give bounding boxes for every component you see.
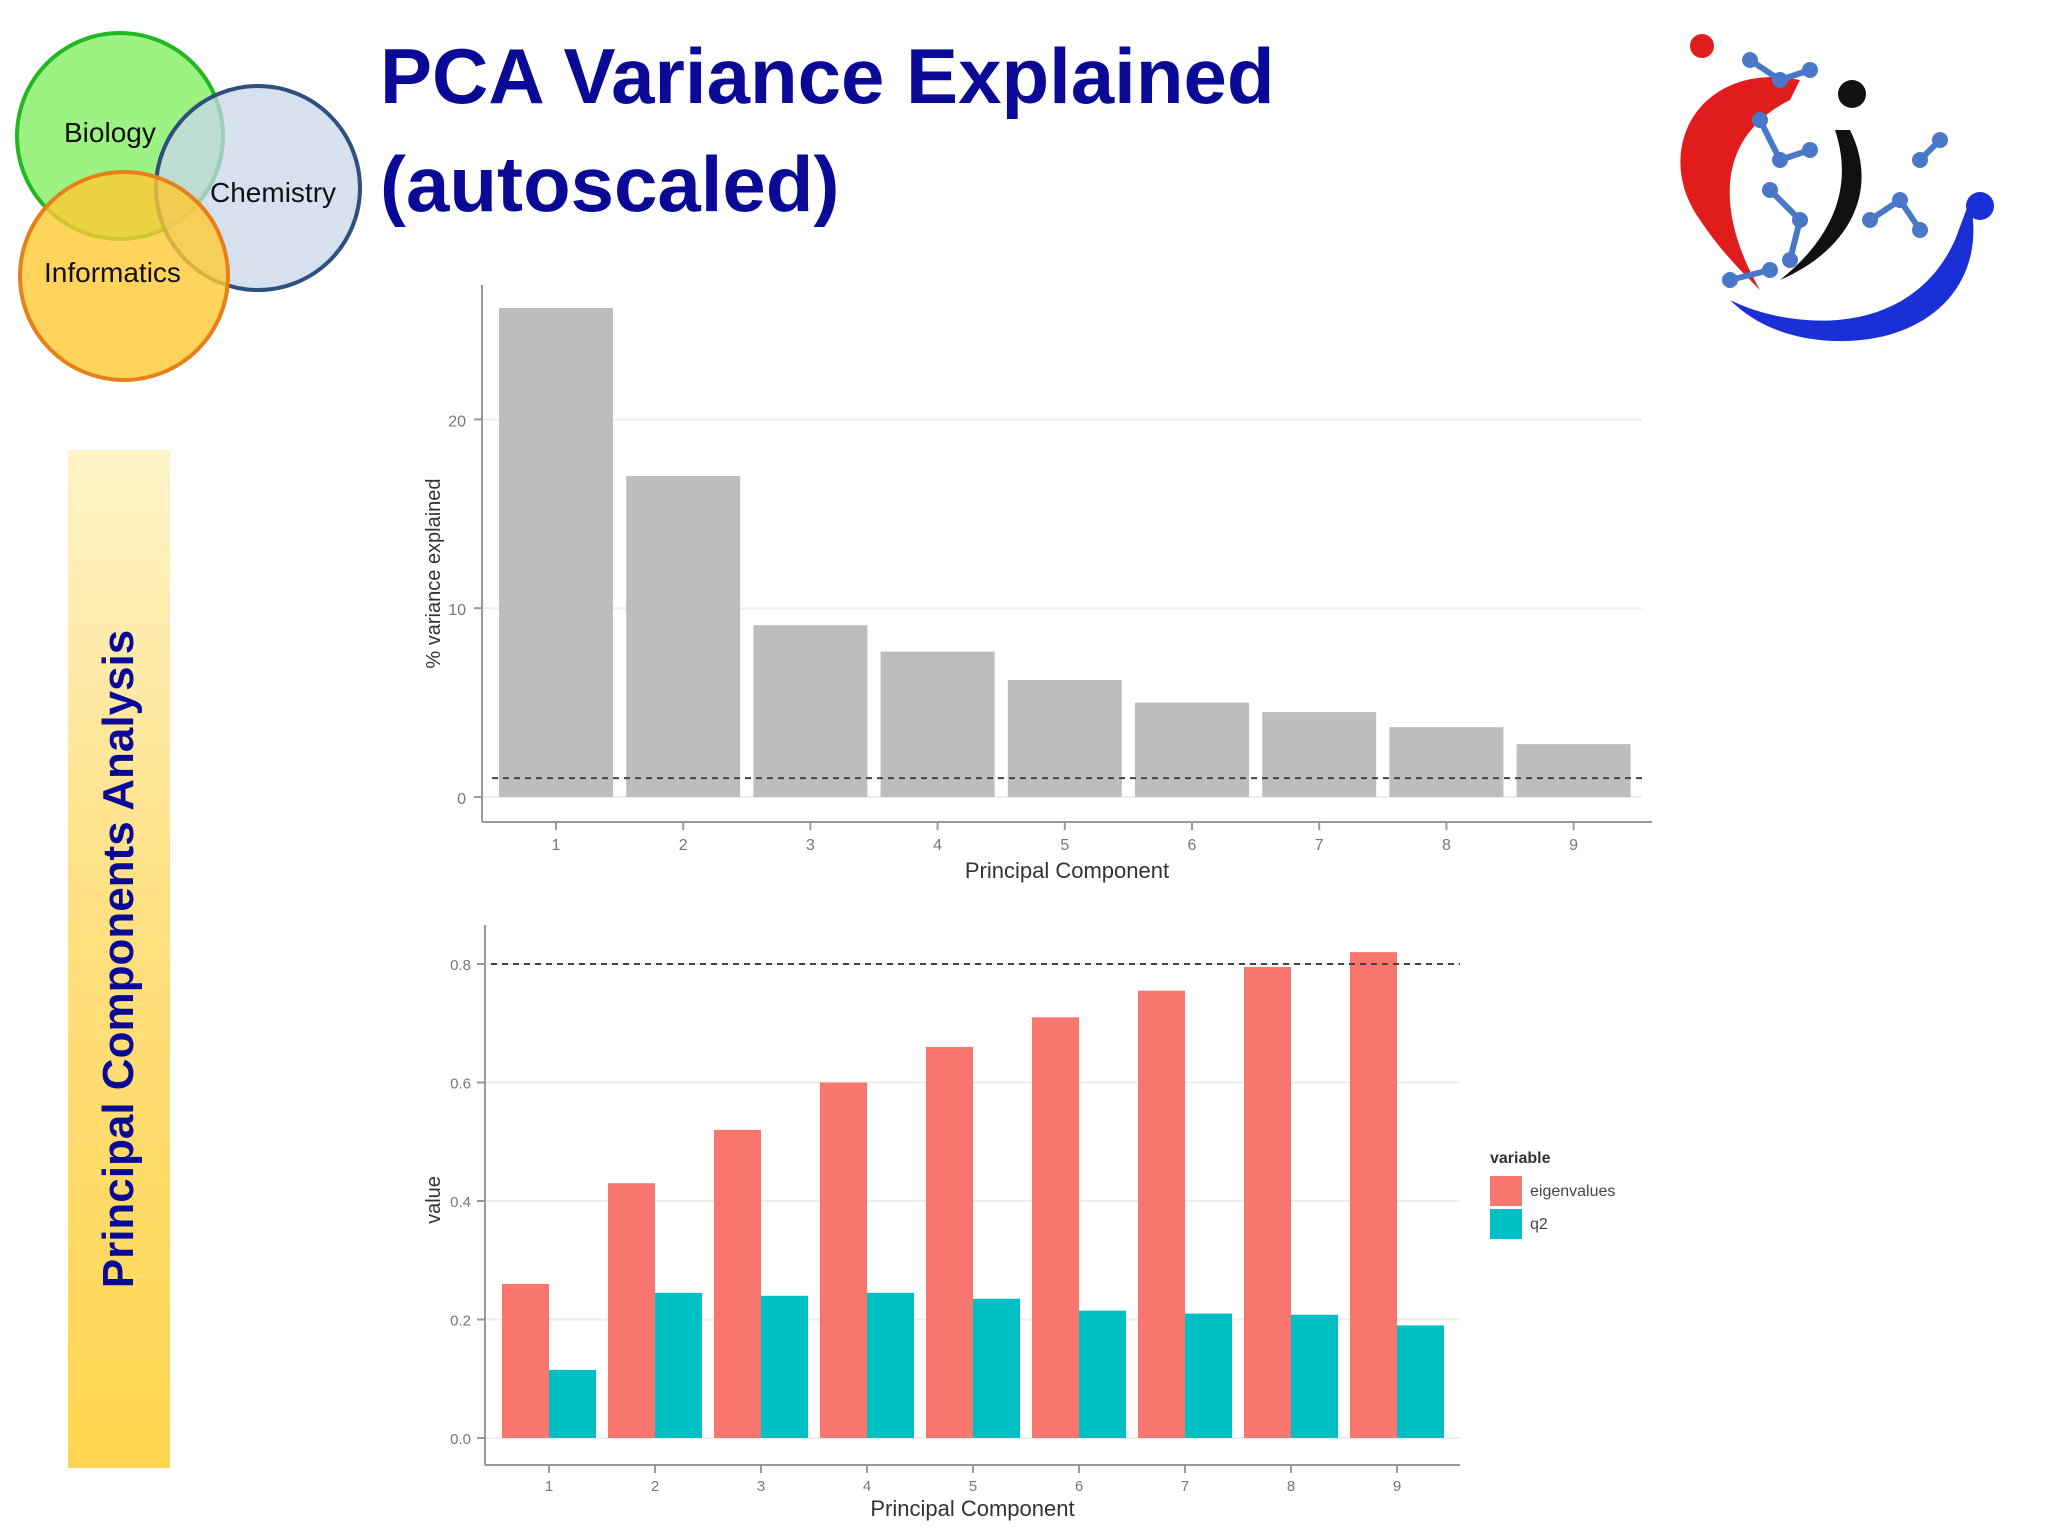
chart2-legend-title: variable (1490, 1150, 1551, 1167)
chart1-y-axis-label: % variance explained (423, 478, 445, 668)
chart1-bar-pc1 (499, 308, 613, 797)
chart2-bar-eigenvalues-pc3 (714, 1129, 761, 1438)
logo-blue-dot (1966, 192, 1994, 220)
chart2-bar-q2-pc2 (655, 1292, 702, 1438)
chart1-bar-pc3 (753, 625, 868, 797)
chart2-xtick-label: 5 (969, 1478, 977, 1495)
chart2-bar-q2-pc4 (867, 1292, 914, 1438)
venn-circle-informatics (18, 170, 230, 382)
venn-label-biology: Biology (64, 117, 156, 148)
venn-label-chemistry: Chemistry (210, 177, 336, 208)
slide-title-line1: PCA Variance Explained (380, 32, 1275, 120)
chart1-xtick-label: 9 (1569, 837, 1578, 854)
chart2-xtick-label: 6 (1075, 1478, 1083, 1495)
logo-black-dot (1838, 80, 1866, 108)
chart1-ytick-label: 10 (448, 602, 466, 619)
chart1-xtick-label: 2 (679, 837, 688, 854)
logo-red-arc (1680, 77, 1800, 290)
chart1-bar-pc2 (626, 476, 741, 797)
chart2-xtick-label: 7 (1181, 1478, 1189, 1495)
chart2-x-axis-label: Principal Component (870, 1496, 1074, 1521)
chart1-bar-pc5 (1007, 679, 1122, 797)
chart2-xtick-label: 3 (757, 1478, 765, 1495)
chart2-legend-swatch-q2 (1490, 1209, 1522, 1239)
logo-molecules (1722, 52, 1948, 288)
chart1-ytick-label: 20 (448, 413, 466, 430)
chart2-ytick-label: 0.8 (450, 957, 471, 974)
chart2-xtick-label: 2 (651, 1478, 659, 1495)
chart1-xtick-label: 1 (552, 837, 561, 854)
chart2-ytick-label: 0.0 (450, 1431, 471, 1448)
chart2-legend-label-eigenvalues: eigenvalues (1530, 1183, 1615, 1200)
chart1-xtick-label: 6 (1188, 837, 1197, 854)
venn-label-informatics: Informatics (44, 257, 181, 288)
chart2-bar-eigenvalues-pc4 (820, 1082, 867, 1438)
chart1-xtick-label: 7 (1315, 837, 1324, 854)
chart2-xtick-label: 9 (1393, 1478, 1401, 1495)
logo-blue-arc (1730, 200, 1974, 342)
chart2-bar-eigenvalues-pc5 (926, 1046, 973, 1438)
slide-title: PCA Variance Explained (autoscaled) (380, 22, 1275, 238)
molecule-heart-logo (1680, 34, 1994, 342)
chart1-bar-pc6 (1135, 702, 1249, 797)
logo-black-swoosh (1780, 130, 1862, 280)
chart1-xtick-label: 3 (806, 837, 815, 854)
chart2-ytick-label: 0.4 (450, 1194, 471, 1211)
chart2-ytick-label: 0.6 (450, 1076, 471, 1093)
chart2-bar-q2-pc3 (761, 1295, 808, 1438)
chart1-xtick-label: 5 (1060, 837, 1069, 854)
chart2-bar-eigenvalues-pc8 (1244, 966, 1291, 1438)
slide-title-line2: (autoscaled) (380, 140, 840, 228)
chart1-bar-pc8 (1389, 727, 1504, 797)
chart2-bar-q2-pc1 (549, 1369, 596, 1438)
chart2-xtick-label: 4 (863, 1478, 871, 1495)
chart1-xtick-label: 4 (933, 837, 942, 854)
chart1-bar-pc4 (880, 651, 995, 797)
chart2-legend-label-q2: q2 (1530, 1216, 1548, 1233)
chart2-xtick-label: 8 (1287, 1478, 1295, 1495)
chart2-legend-swatch-eigenvalues (1490, 1176, 1522, 1206)
chart2-bar-eigenvalues-pc2 (608, 1183, 655, 1438)
sidebar-banner: Principal Components Analysis (68, 450, 170, 1468)
chart2-bar-eigenvalues-pc6 (1032, 1017, 1079, 1438)
chart1-x-axis-label: Principal Component (965, 858, 1169, 883)
chart2-bar-eigenvalues-pc1 (502, 1283, 549, 1438)
chart1-bar-pc9 (1516, 744, 1631, 797)
chart2-bar-eigenvalues-pc7 (1138, 990, 1185, 1438)
venn-diagram: Biology Chemistry Informatics (15, 31, 362, 382)
chart2-bar-q2-pc7 (1185, 1313, 1232, 1438)
chart2-bar-q2-pc8 (1291, 1314, 1338, 1438)
chart2-ytick-label: 0.2 (450, 1313, 471, 1330)
chart2-bar-eigenvalues-pc9 (1350, 952, 1397, 1438)
chart1-bar-pc7 (1262, 712, 1377, 797)
chart1-ytick-label: 0 (457, 791, 466, 808)
chart2-y-axis-label: value (423, 1176, 445, 1224)
chart2-bar-q2-pc6 (1079, 1310, 1126, 1438)
chart2-xtick-label: 1 (545, 1478, 553, 1495)
chart2-bar-q2-pc9 (1397, 1325, 1444, 1438)
chart2-bar-q2-pc5 (973, 1298, 1020, 1438)
chart1-xtick-label: 8 (1442, 837, 1451, 854)
logo-red-dot (1690, 34, 1714, 58)
